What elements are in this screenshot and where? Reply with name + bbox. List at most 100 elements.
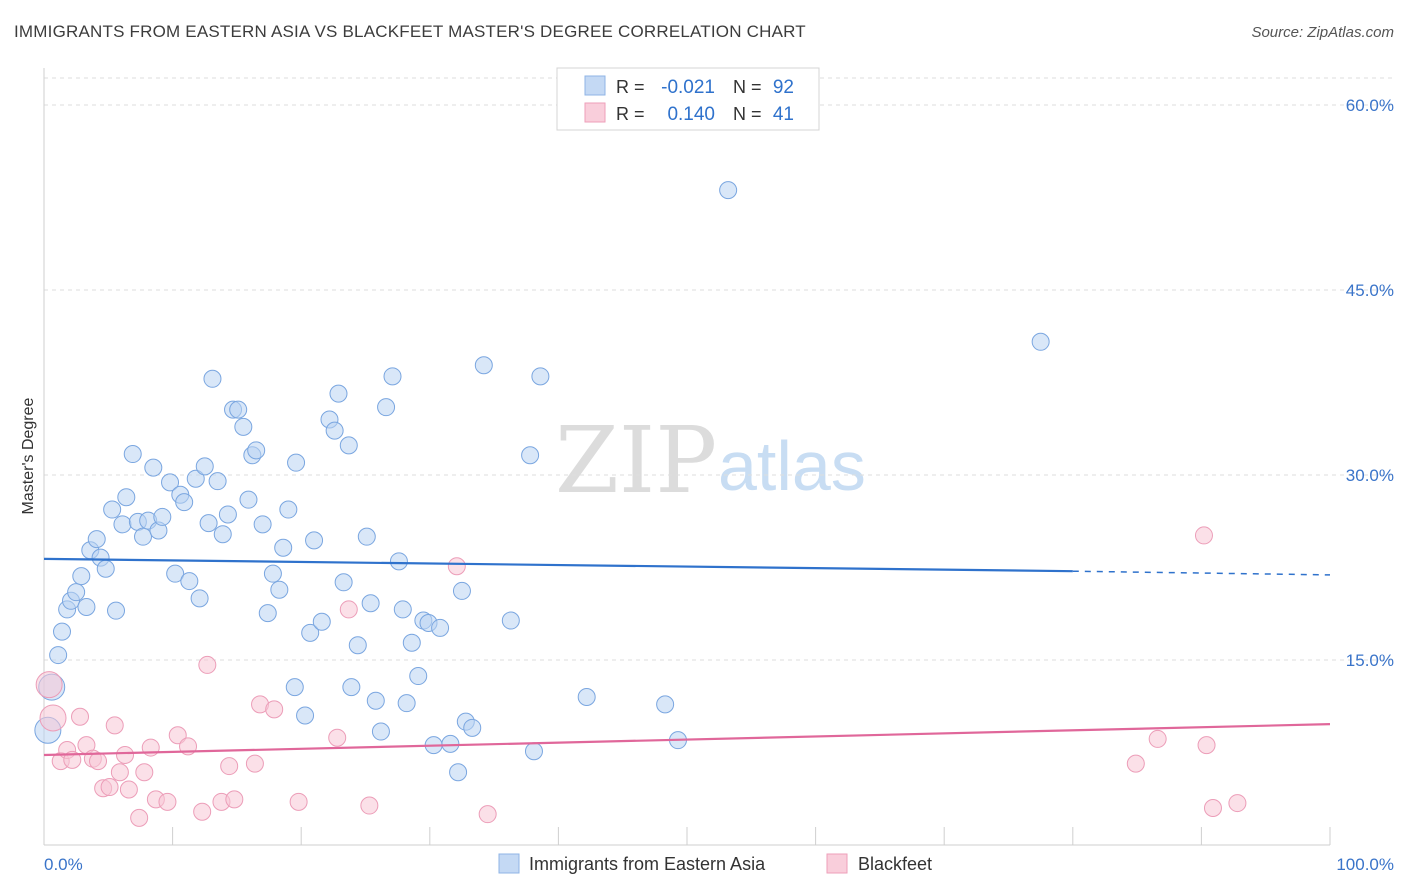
data-point: [198, 655, 217, 674]
y-tick-label: 30.0%: [1346, 466, 1394, 485]
data-point: [452, 581, 471, 600]
data-point: [107, 601, 126, 620]
legend-swatch-pink: [584, 102, 606, 123]
data-point: [199, 514, 218, 533]
x-tick-label-min: 0.0%: [44, 855, 83, 874]
legend-r-label-a: R =: [616, 77, 645, 97]
data-point: [463, 718, 482, 737]
data-point: [1126, 754, 1145, 773]
data-point: [239, 490, 258, 509]
legend-n-label-b: N =: [733, 104, 762, 124]
legend-swatch-blue: [584, 75, 606, 96]
data-point: [218, 505, 237, 524]
data-point: [123, 445, 142, 464]
data-point: [203, 369, 222, 388]
data-point: [289, 792, 308, 811]
legend-bottom-label-b: Blackfeet: [858, 854, 932, 874]
data-point: [360, 796, 379, 815]
data-point: [263, 564, 282, 583]
data-point: [103, 500, 122, 519]
data-point: [656, 695, 675, 714]
source-credit: Source: ZipAtlas.com: [1251, 24, 1394, 41]
data-point: [117, 488, 136, 507]
data-point: [63, 750, 82, 769]
trend-line-eastern-asia: [43, 557, 1073, 573]
data-point: [144, 458, 163, 477]
series-eastern-asia-points: [34, 181, 1050, 782]
data-point: [77, 597, 96, 616]
trend-lines: [43, 557, 1331, 757]
data-point: [247, 441, 266, 460]
data-point: [342, 678, 361, 697]
data-point: [110, 763, 129, 782]
x-ticks: [172, 827, 1331, 845]
data-point: [87, 530, 106, 549]
data-point: [253, 515, 272, 534]
data-point: [393, 600, 412, 619]
data-point: [220, 757, 239, 776]
data-point: [577, 688, 596, 706]
data-point: [265, 700, 284, 719]
data-point: [72, 567, 91, 586]
chart-title: IMMIGRANTS FROM EASTERN ASIA VS BLACKFEE…: [14, 22, 806, 41]
data-point: [1203, 799, 1222, 817]
legend-n-value-b: 41: [773, 104, 794, 125]
data-point: [153, 507, 172, 526]
data-point: [195, 457, 214, 476]
x-tick-label-max: 100.0%: [1336, 855, 1394, 874]
data-point: [67, 583, 86, 602]
data-point: [113, 515, 132, 534]
legend-r-value-a: -0.021: [661, 77, 715, 98]
data-point: [285, 678, 304, 697]
data-point: [312, 612, 331, 631]
y-tick-labels: 15.0% 30.0% 45.0% 60.0%: [1346, 96, 1394, 670]
data-point: [1228, 794, 1247, 813]
data-point: [449, 763, 468, 782]
watermark-atlas: atlas: [718, 427, 866, 505]
data-point: [105, 716, 124, 735]
legend-n-label-a: N =: [733, 77, 762, 97]
data-point: [287, 453, 306, 472]
data-point: [478, 805, 497, 824]
data-point: [409, 667, 428, 686]
legend-bottom-label-a: Immigrants from Eastern Asia: [529, 854, 766, 874]
legend-r-label-b: R =: [616, 104, 645, 124]
data-point: [524, 742, 543, 761]
data-point: [96, 559, 115, 578]
data-point: [193, 802, 212, 821]
data-point: [229, 400, 248, 419]
data-point: [1031, 332, 1050, 351]
data-point: [366, 691, 385, 710]
data-point: [274, 538, 293, 557]
data-point: [339, 600, 358, 619]
data-point: [71, 707, 90, 726]
data-point: [1194, 526, 1213, 545]
data-point: [225, 790, 244, 809]
watermark-zip: ZIP: [555, 407, 717, 514]
data-point: [383, 367, 402, 386]
data-point: [334, 573, 353, 592]
data-point: [296, 706, 315, 725]
y-axis-label: Master's Degree: [20, 397, 37, 514]
data-point: [134, 527, 153, 546]
data-point: [158, 792, 177, 811]
data-point: [119, 780, 138, 799]
data-point: [168, 726, 187, 745]
legend-bottom-swatch-blue: [498, 853, 520, 874]
data-point: [35, 671, 63, 699]
data-point: [441, 734, 460, 753]
data-point: [329, 384, 348, 403]
data-point: [1148, 729, 1167, 748]
data-point: [377, 398, 396, 417]
data-point: [279, 500, 298, 519]
data-point: [234, 417, 253, 436]
trend-line-eastern-asia-extension: [1072, 570, 1331, 576]
y-tick-label: 45.0%: [1346, 281, 1394, 300]
data-point: [431, 618, 450, 637]
data-point: [49, 646, 68, 665]
data-point: [305, 531, 324, 550]
data-point: [719, 181, 738, 200]
legend-top: R = -0.021 N = 92 R = 0.140 N = 41: [556, 67, 820, 131]
data-point: [258, 604, 277, 623]
